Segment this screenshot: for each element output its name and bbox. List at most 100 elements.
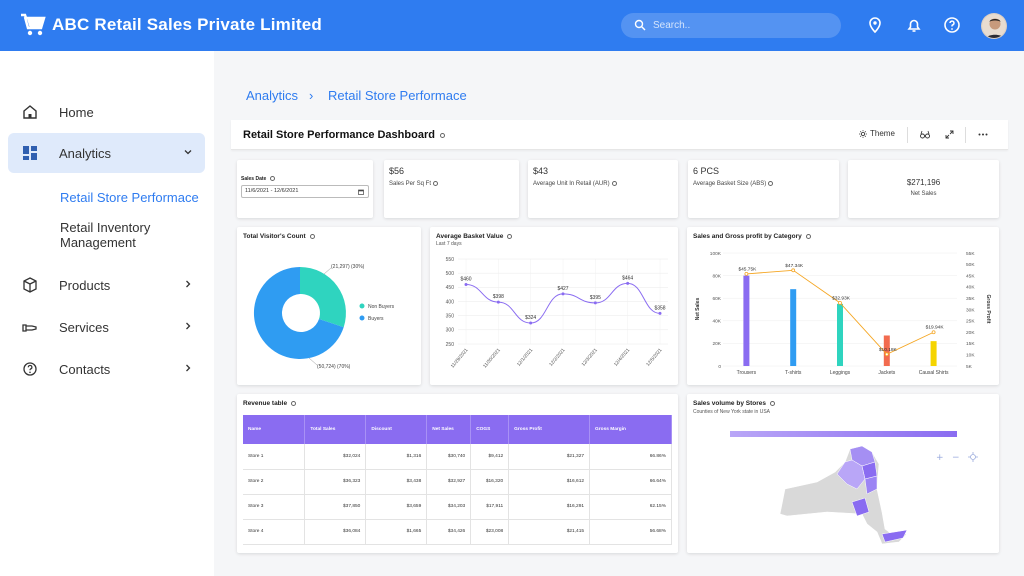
app-title: ABC Retail Sales Private Limited <box>52 15 322 34</box>
breadcrumb-current: Retail Store Performace <box>328 88 467 103</box>
cart-logo-icon <box>21 13 46 36</box>
avatar[interactable] <box>981 13 1007 39</box>
data-label: $45.75K <box>738 266 757 272</box>
data-label: $358 <box>654 305 665 311</box>
breadcrumb-analytics[interactable]: Analytics <box>246 88 299 103</box>
date-range-value: 11/6/2021 - 12/6/2021 <box>245 188 299 194</box>
table-row[interactable]: Store 1 $32,024 $1,316 $30,740 $9,412 $21,327… <box>243 444 672 470</box>
sidebar-subitem-retail-inventory[interactable]: Retail Inventory <box>60 220 151 235</box>
chevron-right-icon <box>186 322 191 330</box>
sidebar-subitem-management[interactable]: Management <box>60 235 136 250</box>
sidebar-item-products[interactable]: Products <box>8 265 205 305</box>
breadcrumb-separator: › <box>309 88 314 103</box>
sidebar-subitem-retail-store[interactable]: Retail Store Performace <box>60 190 199 205</box>
y2-tick-label: 55K <box>966 251 975 257</box>
map-reset-icon[interactable] <box>968 452 978 462</box>
info-icon <box>309 233 315 239</box>
data-label: $10.18K <box>879 347 898 353</box>
data-label: $324 <box>525 315 536 321</box>
y2-tick-label: 5K <box>966 364 973 370</box>
table-row[interactable]: Store 3 $37,850 $3,659 $34,203 $17,911 $16,29… <box>243 494 672 520</box>
theme-button[interactable]: Theme <box>859 129 895 138</box>
ny-state-map: + − <box>779 445 978 545</box>
table-cell: Store 2 <box>243 469 306 495</box>
table-cell: $34,426 <box>426 519 472 545</box>
card-subtitle: Last 7 days <box>436 241 462 247</box>
table-cell: $36,323 <box>304 469 367 495</box>
sidebar-item-label: Analytics <box>59 145 112 161</box>
x-tick-label: 12/3/2021 <box>581 347 600 367</box>
table-cell: $16,320 <box>470 469 510 495</box>
data-point <box>658 311 662 315</box>
sidebar-item-label: Home <box>59 104 94 120</box>
bar <box>883 335 890 366</box>
x-tick-label: 12/4/2021 <box>613 347 632 367</box>
column-header[interactable]: Name <box>243 415 306 444</box>
table-cell: $21,415 <box>508 519 591 545</box>
sidebar-item-label: Services <box>59 319 109 335</box>
table-cell: $16,291 <box>508 494 591 520</box>
calendar-icon[interactable] <box>358 189 364 195</box>
info-icon <box>440 132 446 138</box>
x-tick-label: 12/2/2021 <box>548 347 567 367</box>
dashboard-toolbar: Retail Store Performance Dashboard Theme <box>231 120 1008 150</box>
y-axis-label: Net Sales <box>695 298 701 321</box>
info-icon <box>507 233 513 239</box>
card-title: Revenue table <box>243 400 296 407</box>
column-header[interactable]: Net Sales <box>426 415 472 444</box>
info-icon <box>805 233 811 239</box>
map-zoom-out-icon[interactable]: − <box>952 453 960 463</box>
table-row[interactable]: Store 4 $36,084 $1,665 $34,426 $23,008 $21,41… <box>243 519 672 545</box>
date-range-input[interactable]: 11/6/2021 - 12/6/2021 <box>241 185 369 198</box>
table-cell: Store 3 <box>243 494 306 520</box>
dashboard-icon <box>23 146 37 160</box>
search-box[interactable] <box>621 13 841 38</box>
sales-date-card: Sales Date 11/6/2021 - 12/6/2021 <box>237 160 373 218</box>
glasses-icon[interactable] <box>920 130 930 139</box>
x-tick-label: Jackets <box>878 370 895 376</box>
sidebar-item-home[interactable]: Home <box>8 92 205 132</box>
info-icon <box>269 176 275 182</box>
map-zoom-in-icon[interactable]: + <box>936 453 944 463</box>
table-header-row: Name Total Sales Discount Net Sales COGS… <box>243 415 672 444</box>
column-header[interactable]: Discount <box>365 415 428 444</box>
expand-icon[interactable] <box>945 130 954 139</box>
column-header[interactable]: COGS <box>470 415 510 444</box>
info-icon <box>768 181 774 186</box>
info-icon <box>290 400 296 406</box>
data-point <box>561 292 565 296</box>
table-cell: $9,412 <box>470 444 510 470</box>
bell-icon[interactable] <box>905 16 923 34</box>
data-label: $19.94K <box>926 325 945 331</box>
visitors-card: Total Visitor's Count (21,297) (30%) (50… <box>237 227 421 385</box>
table-cell: $30,740 <box>426 444 472 470</box>
search-input[interactable] <box>653 13 833 38</box>
info-icon <box>611 181 617 186</box>
y-tick-label: 250 <box>446 342 455 348</box>
help-icon[interactable] <box>943 16 961 34</box>
profit-point <box>838 300 842 305</box>
search-icon <box>634 19 646 31</box>
table-cell: Store 4 <box>243 519 306 545</box>
table-row[interactable]: Store 2 $36,323 $3,438 $32,927 $16,320 $16,61… <box>243 469 672 495</box>
column-header[interactable]: Gross Margin <box>589 415 672 444</box>
column-header[interactable]: Gross Profit <box>508 415 591 444</box>
app-header: ABC Retail Sales Private Limited <box>0 0 1024 51</box>
more-icon[interactable] <box>978 133 988 136</box>
sidebar-item-services[interactable]: Services <box>8 307 205 347</box>
table-cell: $36,084 <box>304 519 367 545</box>
y2-tick-label: 45K <box>966 273 975 279</box>
revenue-card: Revenue table Name Total Sales Discount … <box>237 394 678 553</box>
profit-point <box>744 272 749 276</box>
data-point <box>593 301 597 305</box>
y2-tick-label: 30K <box>966 307 975 313</box>
map-color-scale <box>730 431 957 437</box>
data-label: $395 <box>590 295 601 301</box>
table-cell: $23,008 <box>470 519 510 545</box>
sun-icon <box>859 129 867 138</box>
column-header[interactable]: Total Sales <box>304 415 367 444</box>
sidebar-item-contacts[interactable]: Contacts <box>8 349 205 389</box>
location-icon[interactable] <box>866 16 884 34</box>
y2-tick-label: 35K <box>966 296 975 302</box>
sidebar-item-analytics[interactable]: Analytics <box>8 133 205 173</box>
